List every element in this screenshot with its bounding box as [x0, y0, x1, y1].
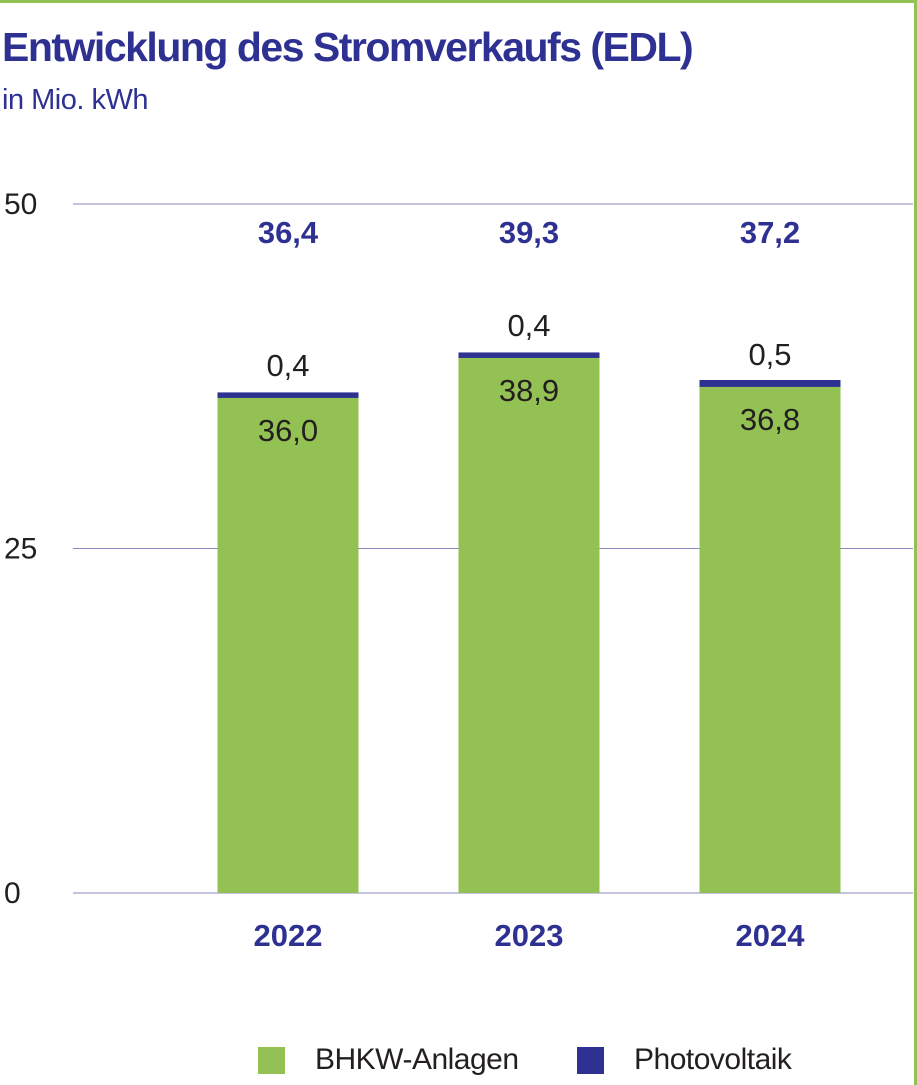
- legend-label-photovoltaik: Photovoltaik: [634, 1043, 792, 1076]
- bhkw-value-label: 38,9: [499, 373, 559, 408]
- legend-label-bhkw: BHKW-Anlagen: [315, 1043, 519, 1076]
- photovoltaik-value-label: 0,4: [507, 308, 550, 343]
- x-tick-label: 2022: [254, 918, 323, 953]
- legend-item-photovoltaik: Photovoltaik: [577, 1043, 792, 1077]
- bhkw-swatch: [258, 1046, 285, 1074]
- photovoltaik-value-label: 0,5: [748, 337, 791, 372]
- chart-title: Entwicklung des Stromverkaufs (EDL): [2, 24, 694, 70]
- total-value-label: 37,2: [740, 215, 800, 250]
- y-tick-label: 25: [4, 533, 37, 566]
- bar-bhkw: [458, 356, 600, 893]
- bhkw-value-label: 36,8: [740, 402, 800, 437]
- bar-bhkw: [699, 385, 841, 893]
- x-tick-label: 2023: [495, 918, 564, 953]
- bar-photovoltaik: [699, 380, 841, 387]
- chart-subtitle: in Mio. kWh: [2, 84, 148, 116]
- bhkw-value-label: 36,0: [258, 413, 318, 448]
- bar-photovoltaik: [217, 392, 359, 398]
- x-tick-label: 2024: [736, 918, 806, 953]
- bar-bhkw: [217, 396, 359, 893]
- photovoltaik-swatch: [577, 1046, 604, 1074]
- photovoltaik-value-label: 0,4: [266, 348, 309, 383]
- total-value-label: 36,4: [258, 215, 319, 250]
- bar-chart: 0 25 50 36,0 0,4 36,4 2022 38,9 0,4 39,3 2023 36,8 0…: [4, 188, 913, 953]
- total-value-label: 39,3: [499, 215, 559, 250]
- bar-photovoltaik: [458, 352, 600, 358]
- legend-item-bhkw: BHKW-Anlagen: [258, 1043, 519, 1077]
- y-tick-label: 50: [4, 188, 37, 221]
- y-tick-label: 0: [4, 877, 21, 910]
